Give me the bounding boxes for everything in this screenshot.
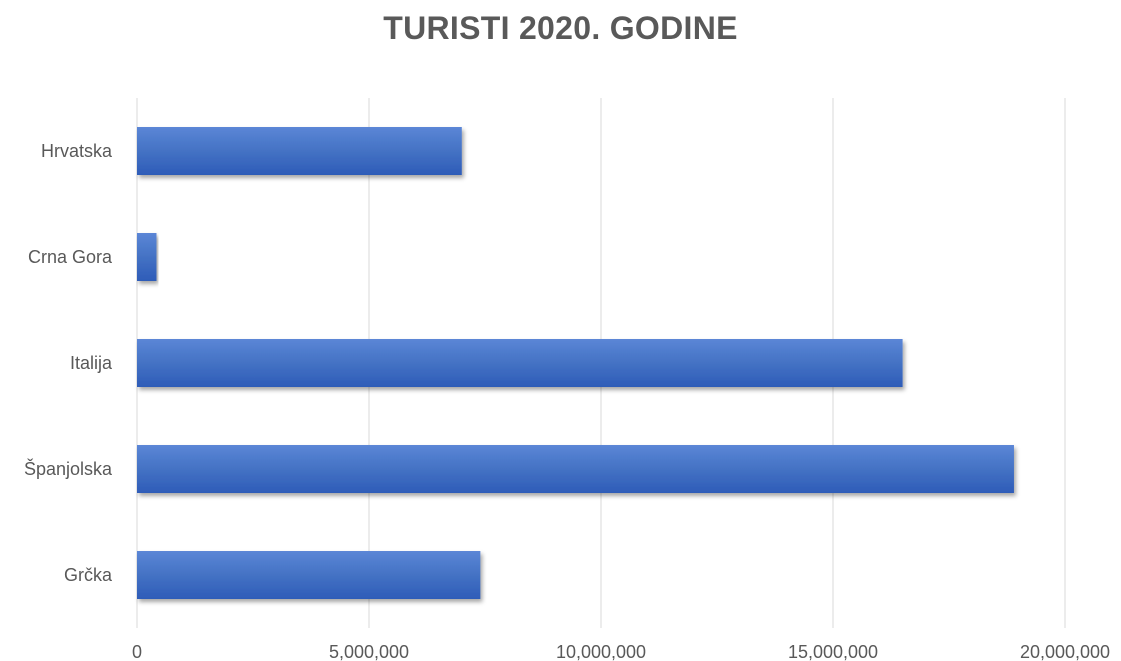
- bar-crna-gora: [137, 233, 157, 281]
- bar-grčka: [137, 551, 481, 599]
- category-label: Crna Gora: [28, 247, 113, 267]
- x-tick-label: 0: [132, 642, 142, 661]
- category-labels: Hrvatska Crna Gora Italija Španjolska Grčka: [24, 141, 113, 585]
- category-label: Španjolska: [24, 458, 113, 479]
- category-label: Grčka: [64, 565, 113, 585]
- x-tick-label: 15,000,000: [788, 642, 878, 661]
- category-label: Italija: [70, 353, 113, 373]
- x-tick-label: 20,000,000: [1020, 642, 1110, 661]
- category-label: Hrvatska: [41, 141, 113, 161]
- x-axis-tick-labels: 0 5,000,000 10,000,000 15,000,000 20,000,000: [132, 642, 1110, 661]
- bar-italija: [137, 339, 903, 387]
- bars: [137, 127, 1014, 599]
- x-tick-label: 10,000,000: [556, 642, 646, 661]
- x-tick-label: 5,000,000: [329, 642, 409, 661]
- bar-španjolska: [137, 445, 1014, 493]
- bar-hrvatska: [137, 127, 462, 175]
- chart-title: TURISTI 2020. GODINE: [383, 10, 738, 46]
